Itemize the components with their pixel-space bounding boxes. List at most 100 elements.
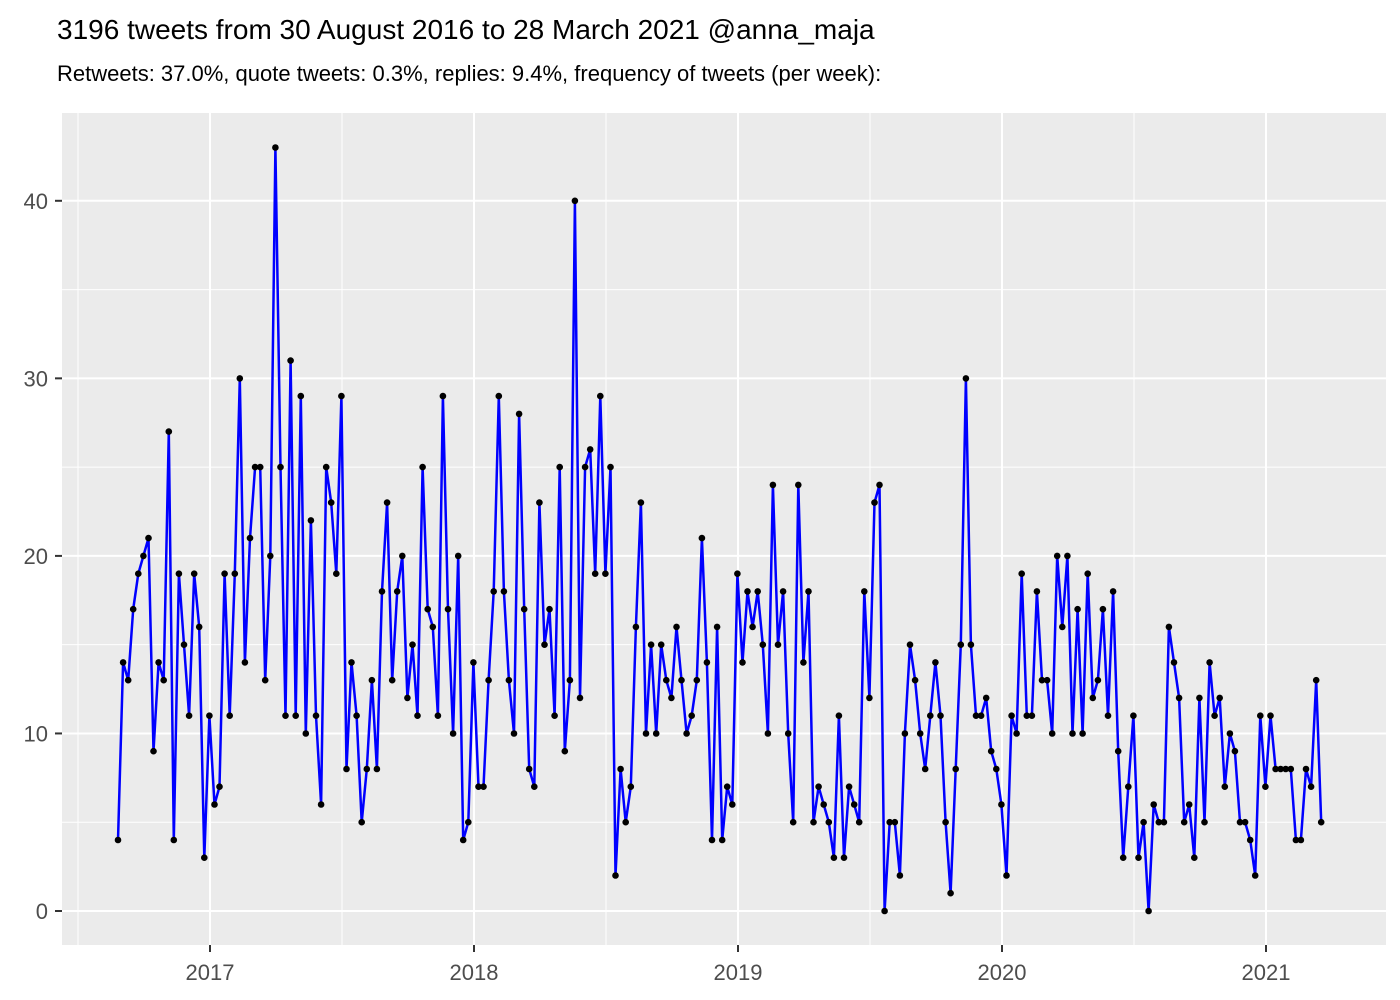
data-point: [1231, 747, 1239, 755]
data-point: [444, 605, 452, 613]
data-point: [505, 676, 513, 684]
data-point: [338, 392, 345, 400]
data-point: [571, 197, 579, 205]
x-axis-tick-label: 2017: [186, 960, 235, 985]
data-point: [947, 889, 954, 897]
data-point: [617, 765, 624, 773]
data-point: [185, 712, 193, 719]
y-axis-tick-label: 30: [24, 366, 48, 391]
data-point: [820, 801, 827, 808]
data-point: [906, 641, 914, 648]
data-point: [1312, 676, 1320, 684]
data-point: [495, 392, 503, 400]
data-point: [739, 659, 746, 666]
data-point: [1226, 730, 1234, 737]
data-point: [1038, 676, 1046, 684]
data-point: [1201, 818, 1208, 826]
data-point: [221, 570, 228, 577]
data-point: [1125, 783, 1132, 790]
data-point: [591, 570, 599, 577]
data-point: [1246, 836, 1254, 844]
data-point: [246, 534, 254, 542]
data-point: [1221, 783, 1229, 790]
data-point: [1013, 730, 1020, 737]
data-point: [475, 783, 482, 790]
data-point: [673, 623, 680, 631]
data-point: [206, 712, 213, 719]
data-point: [322, 463, 330, 471]
data-point: [1282, 765, 1289, 773]
data-point: [1307, 783, 1315, 790]
data-point: [845, 783, 853, 790]
data-point: [211, 801, 218, 808]
data-point: [784, 730, 792, 737]
data-point: [348, 659, 355, 666]
data-point: [231, 570, 239, 577]
data-point: [531, 783, 538, 790]
data-point: [764, 730, 772, 737]
data-point: [769, 481, 777, 489]
data-point: [866, 694, 873, 702]
data-point: [774, 641, 782, 648]
data-point: [1292, 836, 1300, 844]
data-point: [388, 676, 396, 684]
data-point: [424, 605, 432, 613]
data-point: [256, 463, 264, 471]
data-point: [602, 570, 609, 577]
data-point: [155, 659, 162, 666]
data-point: [261, 676, 269, 684]
chart-title: 3196 tweets from 30 August 2016 to 28 Ma…: [57, 14, 875, 45]
data-point: [414, 712, 421, 719]
data-point: [536, 499, 543, 506]
data-point: [241, 659, 249, 666]
data-point: [1059, 623, 1066, 631]
data-point: [1216, 694, 1223, 702]
data-point: [566, 676, 574, 684]
data-point: [1175, 694, 1183, 702]
data-point: [490, 588, 498, 595]
data-point: [789, 818, 797, 826]
data-point: [429, 623, 437, 631]
data-point: [1287, 765, 1295, 773]
data-point: [226, 712, 233, 719]
data-point: [236, 375, 244, 382]
data-point: [896, 872, 904, 879]
data-point: [343, 765, 350, 773]
data-point: [1023, 712, 1031, 719]
x-axis-tick-label: 2018: [450, 960, 499, 985]
data-point: [1079, 730, 1086, 737]
data-point: [810, 818, 817, 826]
data-point: [297, 392, 305, 400]
data-point: [708, 836, 716, 844]
data-point: [723, 783, 731, 790]
data-point: [1114, 747, 1122, 755]
data-point: [327, 499, 335, 506]
data-point: [749, 623, 756, 631]
data-point: [576, 694, 584, 702]
data-point: [358, 818, 366, 826]
data-point: [693, 676, 701, 684]
data-point: [1267, 712, 1274, 719]
data-point: [114, 836, 122, 844]
data-point: [1297, 836, 1305, 844]
data-point: [881, 907, 888, 915]
data-point: [1094, 676, 1102, 684]
data-point: [541, 641, 548, 648]
data-point: [515, 410, 523, 418]
data-point: [1302, 765, 1310, 773]
data-point: [952, 765, 959, 773]
data-point: [871, 499, 878, 506]
data-point: [718, 836, 726, 844]
data-point: [652, 730, 660, 737]
data-point: [546, 605, 553, 613]
data-point: [962, 375, 970, 382]
data-point: [1119, 854, 1127, 861]
data-point: [124, 676, 132, 684]
data-point: [597, 392, 604, 400]
data-point: [993, 765, 1000, 773]
data-point: [759, 641, 767, 648]
y-axis-tick-label: 40: [24, 189, 48, 214]
data-point: [1272, 765, 1279, 773]
